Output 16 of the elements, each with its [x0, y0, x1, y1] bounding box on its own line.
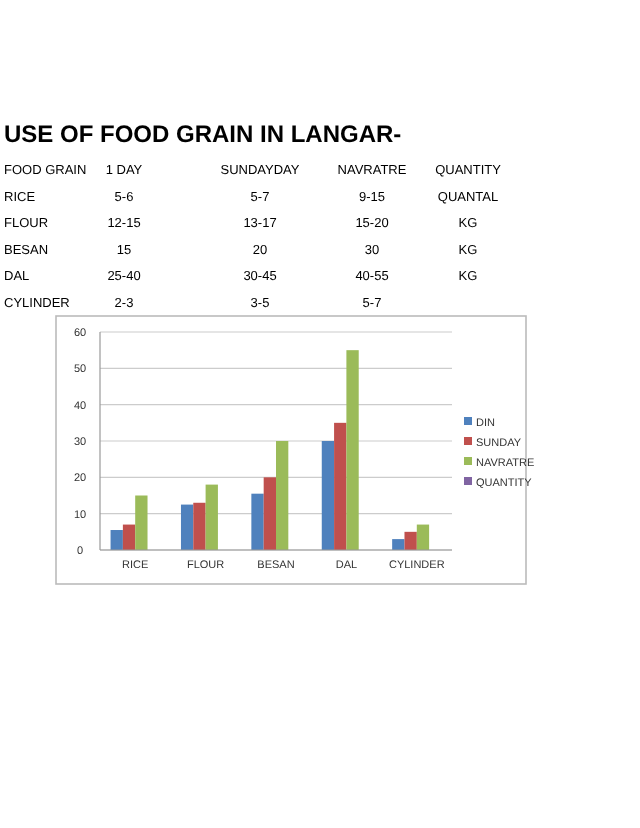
chart-title: USE OF FOOD GRAIN IN LANGAR- [4, 120, 402, 148]
bar [193, 502, 206, 550]
bar [122, 524, 136, 550]
bar [205, 484, 218, 550]
bar [251, 493, 264, 550]
bar [263, 477, 276, 550]
bar [416, 524, 430, 550]
bar [346, 350, 359, 550]
bar [392, 539, 405, 550]
bar [180, 504, 194, 550]
bar [321, 441, 335, 550]
bar [334, 422, 347, 550]
bar [276, 441, 289, 550]
bar [404, 531, 417, 550]
bar [110, 530, 123, 550]
bar [135, 495, 148, 550]
